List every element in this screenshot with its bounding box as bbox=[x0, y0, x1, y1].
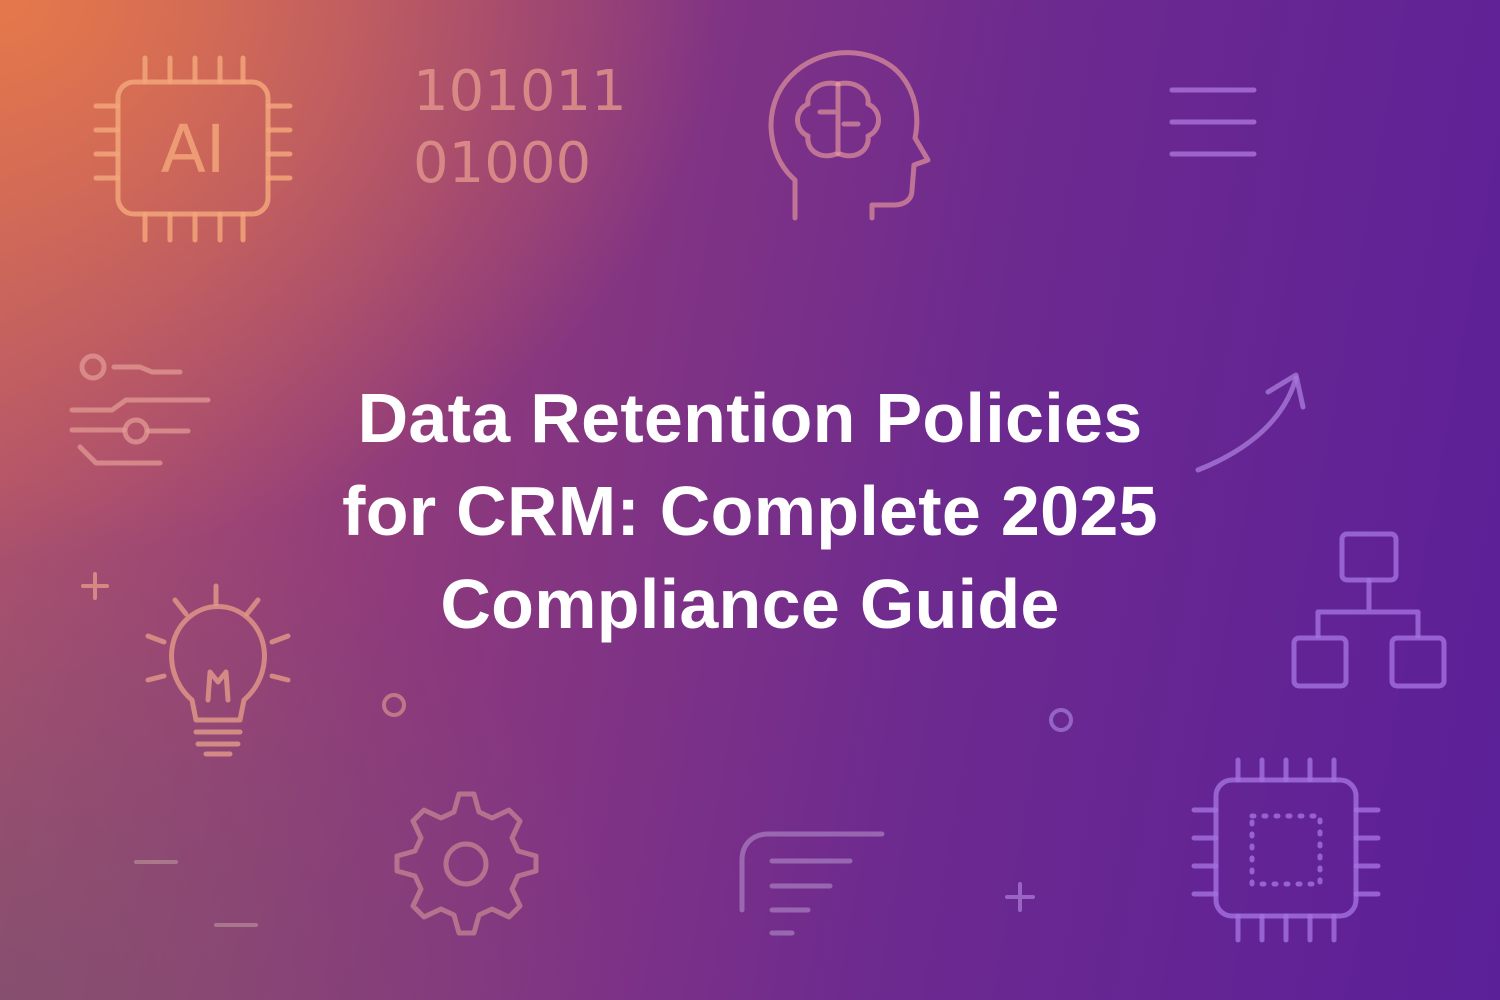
circle-icon bbox=[1049, 708, 1073, 732]
document-icon bbox=[739, 831, 885, 936]
lightbulb-icon bbox=[145, 583, 291, 757]
menu-lines-icon bbox=[1169, 87, 1257, 157]
sliders-icon bbox=[69, 353, 211, 466]
ai-chip-icon: AI bbox=[93, 55, 293, 243]
page-title: Data Retention Policies for CRM: Complet… bbox=[150, 372, 1350, 651]
title-line: Data Retention Policies bbox=[357, 379, 1143, 457]
cpu-chip-icon bbox=[1191, 757, 1381, 943]
circle-icon bbox=[382, 693, 406, 717]
binary-line-2: 01000 bbox=[413, 131, 591, 196]
plus-icon bbox=[1005, 882, 1035, 912]
binary-line-1: 101011 bbox=[413, 59, 627, 124]
gear-icon bbox=[394, 791, 539, 936]
title-line: Compliance Guide bbox=[440, 565, 1060, 643]
binary-code-icon: 101011 01000 bbox=[413, 59, 627, 196]
hierarchy-icon bbox=[1291, 531, 1447, 689]
plus-icon bbox=[81, 572, 109, 600]
chip-label: AI bbox=[161, 111, 226, 188]
trend-arrow-icon bbox=[1195, 372, 1306, 473]
brain-head-icon bbox=[768, 50, 931, 221]
title-line: for CRM: Complete 2025 bbox=[342, 472, 1158, 550]
